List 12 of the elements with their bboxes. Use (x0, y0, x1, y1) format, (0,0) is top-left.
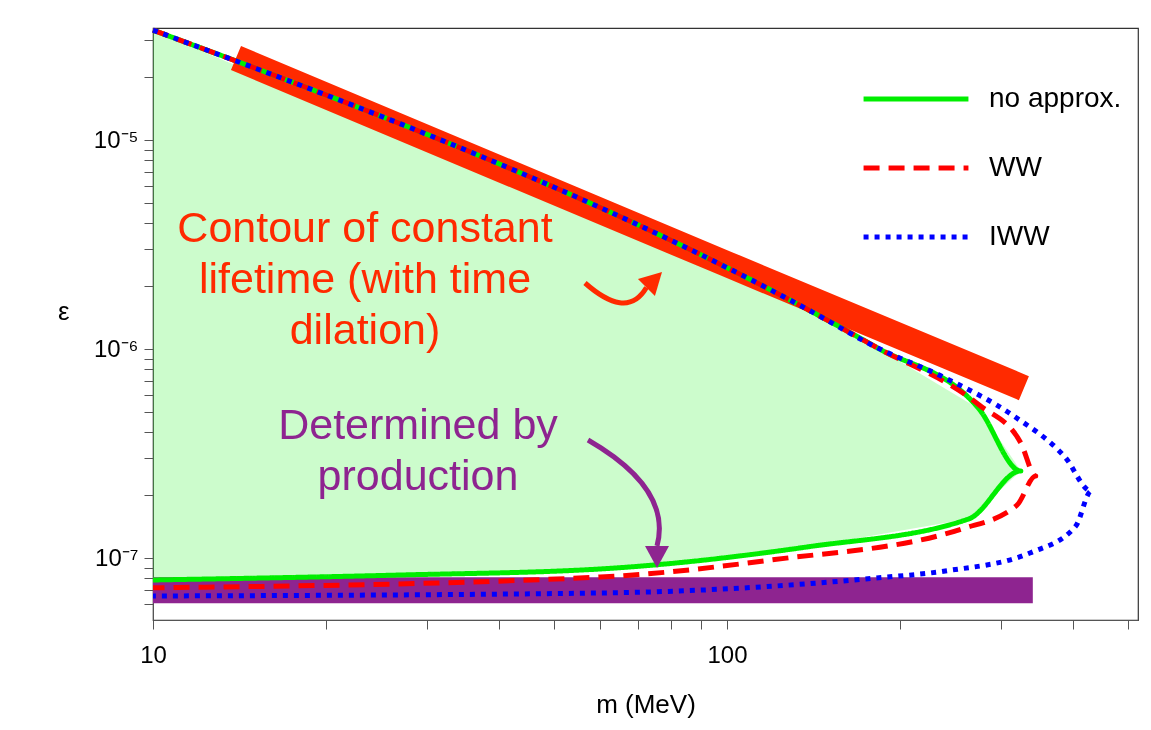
y-tick-label: 10⁻⁵ (93, 125, 139, 153)
annotation: Determined by production (278, 400, 559, 499)
legend-label: WW (989, 151, 1043, 182)
annotation: Contour of constant lifetime (with time dilation) (177, 203, 553, 353)
y-tick-label: 10⁻⁶ (93, 334, 139, 362)
x-tick-label: 10 (140, 640, 167, 668)
x-axis-title: m (MeV) (596, 688, 696, 719)
legend-label: IWW (989, 220, 1051, 251)
legend-label: no approx. (989, 82, 1122, 113)
y-axis-title: ε (58, 295, 71, 326)
y-tick-label: 10⁻⁷ (95, 543, 139, 571)
x-tick-label: 100 (707, 640, 748, 668)
